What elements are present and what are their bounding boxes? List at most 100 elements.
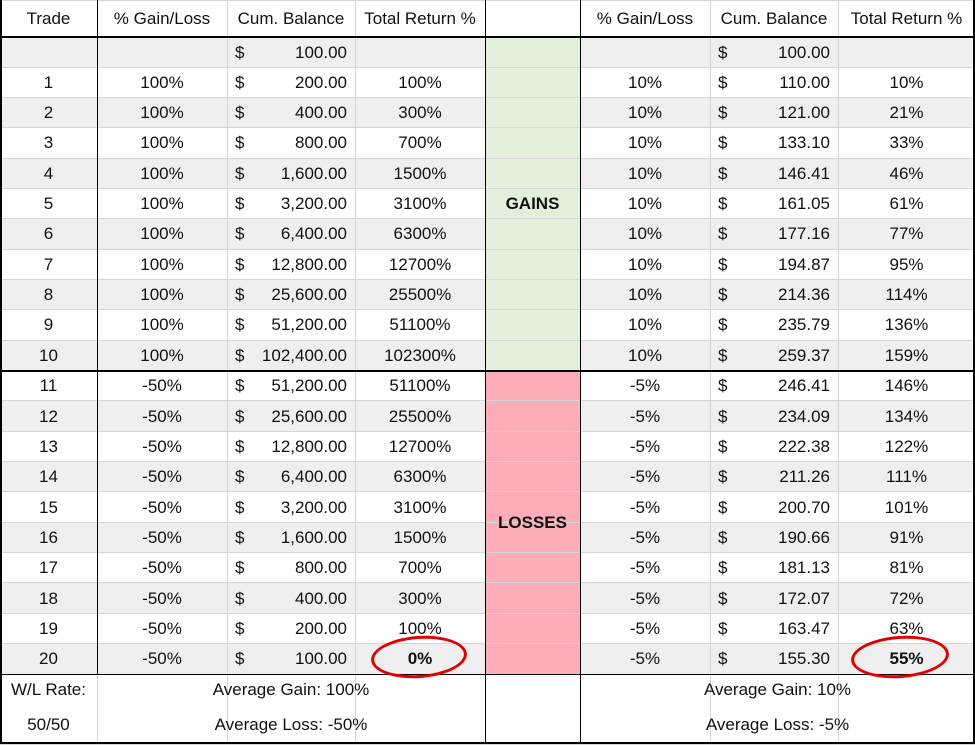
right-return-cell[interactable]: 91%: [838, 522, 975, 552]
right-pct-cell[interactable]: -5%: [580, 613, 710, 643]
right-pct-cell[interactable]: 10%: [580, 97, 710, 127]
right-return-cell[interactable]: 72%: [838, 583, 975, 613]
right-return-cell[interactable]: 134%: [838, 401, 975, 431]
start-balance-left[interactable]: $100.00: [227, 37, 355, 67]
left-pct-cell[interactable]: 100%: [97, 97, 227, 127]
trade-number[interactable]: 8: [0, 279, 97, 309]
right-pct-cell[interactable]: 10%: [580, 340, 710, 370]
trade-number[interactable]: 14: [0, 462, 97, 492]
left-return-cell[interactable]: 25500%: [355, 401, 485, 431]
left-return-cell[interactable]: 1500%: [355, 522, 485, 552]
header-trade[interactable]: Trade: [0, 0, 97, 37]
right-pct-cell[interactable]: -5%: [580, 462, 710, 492]
left-average-gain[interactable]: Average Gain: 100%: [97, 674, 485, 704]
right-return-cell[interactable]: 114%: [838, 279, 975, 309]
right-balance-cell[interactable]: $155.30: [710, 644, 838, 674]
trade-number[interactable]: 16: [0, 522, 97, 552]
left-return-cell[interactable]: 6300%: [355, 462, 485, 492]
trade-number[interactable]: 17: [0, 553, 97, 583]
wl-rate-value[interactable]: 50/50: [0, 704, 97, 744]
trade-number[interactable]: 2: [0, 97, 97, 127]
left-return-cell[interactable]: 102300%: [355, 340, 485, 370]
trade-number[interactable]: 20: [0, 644, 97, 674]
right-return-cell[interactable]: 136%: [838, 310, 975, 340]
trade-number[interactable]: 10: [0, 340, 97, 370]
right-return-cell[interactable]: 63%: [838, 613, 975, 643]
left-balance-cell[interactable]: $25,600.00: [227, 279, 355, 309]
left-pct-cell[interactable]: 100%: [97, 249, 227, 279]
right-pct-cell[interactable]: 10%: [580, 219, 710, 249]
left-return-cell[interactable]: 25500%: [355, 279, 485, 309]
left-balance-cell[interactable]: $200.00: [227, 613, 355, 643]
trade-number[interactable]: 13: [0, 431, 97, 461]
left-return-cell[interactable]: 12700%: [355, 249, 485, 279]
start-balance-right[interactable]: $100.00: [710, 37, 838, 67]
right-pct-cell[interactable]: 10%: [580, 310, 710, 340]
right-pct-cell[interactable]: -5%: [580, 522, 710, 552]
right-pct-cell[interactable]: -5%: [580, 371, 710, 401]
left-pct-cell[interactable]: -50%: [97, 431, 227, 461]
left-balance-cell[interactable]: $400.00: [227, 97, 355, 127]
right-balance-cell[interactable]: $146.41: [710, 158, 838, 188]
left-return-cell[interactable]: 51100%: [355, 371, 485, 401]
left-return-cell[interactable]: 300%: [355, 97, 485, 127]
left-balance-cell[interactable]: $200.00: [227, 67, 355, 97]
left-return-cell[interactable]: 1500%: [355, 158, 485, 188]
left-pct-cell[interactable]: -50%: [97, 644, 227, 674]
left-balance-cell[interactable]: $102,400.00: [227, 340, 355, 370]
right-return-cell[interactable]: 95%: [838, 249, 975, 279]
left-return-cell[interactable]: 100%: [355, 67, 485, 97]
left-balance-cell[interactable]: $25,600.00: [227, 401, 355, 431]
right-return-cell[interactable]: 101%: [838, 492, 975, 522]
left-balance-cell[interactable]: $1,600.00: [227, 158, 355, 188]
left-balance-cell[interactable]: $12,800.00: [227, 431, 355, 461]
left-pct-cell[interactable]: -50%: [97, 553, 227, 583]
right-balance-cell[interactable]: $234.09: [710, 401, 838, 431]
left-balance-cell[interactable]: $800.00: [227, 553, 355, 583]
header-left-2[interactable]: Total Return %: [355, 0, 485, 37]
left-return-cell[interactable]: 100%: [355, 613, 485, 643]
left-average-loss[interactable]: Average Loss: -50%: [97, 704, 485, 744]
trade-number[interactable]: 6: [0, 219, 97, 249]
right-pct-cell[interactable]: 10%: [580, 128, 710, 158]
left-balance-cell[interactable]: $100.00: [227, 644, 355, 674]
left-balance-cell[interactable]: $51,200.00: [227, 371, 355, 401]
gains-label[interactable]: GAINS: [485, 37, 580, 371]
left-pct-cell[interactable]: 100%: [97, 67, 227, 97]
right-return-cell[interactable]: 77%: [838, 219, 975, 249]
left-balance-cell[interactable]: $800.00: [227, 128, 355, 158]
left-balance-cell[interactable]: $1,600.00: [227, 522, 355, 552]
right-balance-cell[interactable]: $190.66: [710, 522, 838, 552]
left-return-cell[interactable]: 3100%: [355, 492, 485, 522]
left-pct-cell[interactable]: -50%: [97, 401, 227, 431]
right-pct-cell[interactable]: 10%: [580, 279, 710, 309]
right-balance-cell[interactable]: $259.37: [710, 340, 838, 370]
right-balance-cell[interactable]: $110.00: [710, 67, 838, 97]
trade-number[interactable]: 4: [0, 158, 97, 188]
right-balance-cell[interactable]: $133.10: [710, 128, 838, 158]
header-right-1[interactable]: Cum. Balance: [710, 0, 838, 37]
right-pct-cell[interactable]: 10%: [580, 249, 710, 279]
trade-number[interactable]: 1: [0, 67, 97, 97]
left-pct-cell[interactable]: -50%: [97, 371, 227, 401]
right-balance-cell[interactable]: $163.47: [710, 613, 838, 643]
right-average-gain[interactable]: Average Gain: 10%: [580, 674, 975, 704]
right-balance-cell[interactable]: $222.38: [710, 431, 838, 461]
right-return-cell[interactable]: 111%: [838, 462, 975, 492]
left-pct-cell[interactable]: 100%: [97, 340, 227, 370]
left-return-cell[interactable]: 6300%: [355, 219, 485, 249]
right-balance-cell[interactable]: $161.05: [710, 188, 838, 218]
left-return-cell[interactable]: 700%: [355, 553, 485, 583]
right-return-cell[interactable]: 81%: [838, 553, 975, 583]
right-balance-cell[interactable]: $172.07: [710, 583, 838, 613]
left-pct-cell[interactable]: 100%: [97, 188, 227, 218]
trade-number[interactable]: 18: [0, 583, 97, 613]
left-pct-cell[interactable]: -50%: [97, 522, 227, 552]
left-balance-cell[interactable]: $3,200.00: [227, 188, 355, 218]
wl-rate-label[interactable]: W/L Rate:: [0, 674, 97, 704]
right-return-cell[interactable]: 33%: [838, 128, 975, 158]
left-balance-cell[interactable]: $6,400.00: [227, 219, 355, 249]
left-return-cell[interactable]: 700%: [355, 128, 485, 158]
right-balance-cell[interactable]: $177.16: [710, 219, 838, 249]
left-return-cell[interactable]: 3100%: [355, 188, 485, 218]
